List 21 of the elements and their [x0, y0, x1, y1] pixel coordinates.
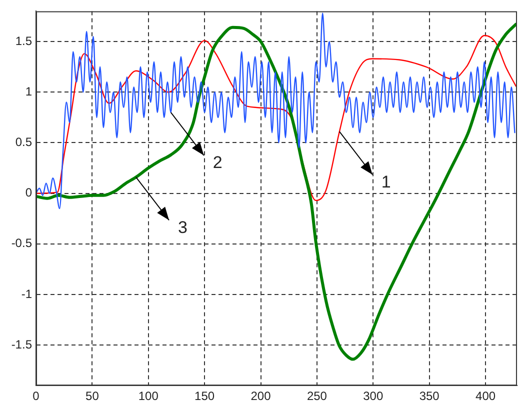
line-series [36, 12, 516, 210]
y-tick-label: -1 [21, 286, 32, 301]
x-tick-label: 300 [363, 389, 384, 404]
x-tick-label: 400 [476, 389, 496, 404]
x-tick-label: 250 [306, 389, 328, 404]
x-tick-label: 100 [138, 389, 159, 404]
y-tick-label: 1.5 [15, 34, 32, 48]
annotation: 1 [381, 172, 391, 192]
line-series [36, 34, 516, 202]
y-tick-label: 0 [25, 186, 32, 200]
y-tick-label: 0.5 [15, 135, 32, 150]
y-tick-label: -0.5 [11, 236, 32, 250]
x-tick-label: 150 [194, 389, 215, 404]
x-tick-label: 50 [86, 389, 100, 404]
line-series [36, 22, 517, 361]
y-tick-label: -1.5 [11, 337, 32, 352]
annotation: 3 [178, 218, 188, 237]
y-tick-label: 1 [25, 84, 32, 98]
x-tick-label: 350 [419, 389, 440, 404]
annotation: 2 [212, 153, 222, 172]
x-tick-label: 200 [250, 389, 272, 404]
